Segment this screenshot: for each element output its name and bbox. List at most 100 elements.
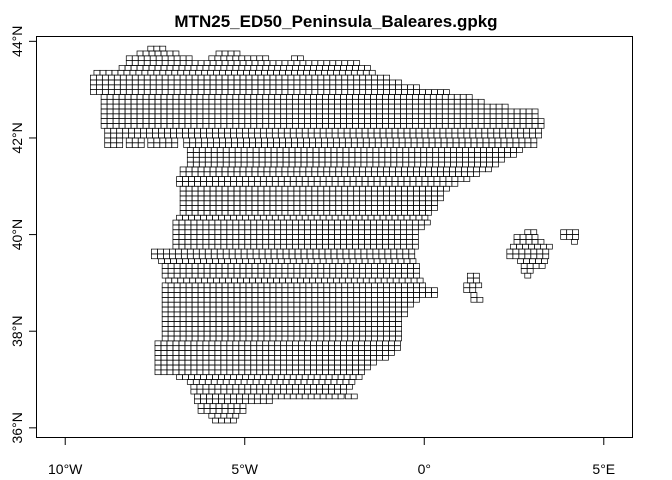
map-cell — [203, 272, 211, 279]
map-cell — [221, 79, 229, 86]
map-cell — [344, 142, 352, 148]
map-cell — [196, 359, 204, 366]
map-cell — [523, 258, 530, 264]
map-cell — [305, 330, 313, 337]
map-cell — [328, 113, 335, 119]
map-cell — [341, 171, 349, 177]
map-cell — [158, 258, 165, 264]
map-cell — [441, 98, 449, 105]
map-cell — [167, 60, 175, 66]
map-cell — [237, 69, 244, 76]
map-cell — [355, 181, 363, 187]
map-cell — [328, 243, 335, 250]
map-cell — [415, 214, 423, 221]
map-cell — [453, 103, 461, 110]
map-cell — [317, 301, 325, 308]
map-cell — [242, 176, 249, 182]
map-cell — [170, 127, 177, 134]
map-cell — [331, 374, 339, 380]
map-cell — [315, 69, 322, 76]
map-cell — [281, 195, 289, 202]
map-cell — [370, 239, 377, 245]
map-cell — [227, 263, 235, 269]
map-cell — [288, 147, 296, 153]
map-cell — [316, 108, 323, 115]
map-cell — [298, 239, 305, 245]
map-cell — [154, 108, 162, 115]
map-cell — [275, 171, 283, 177]
map-cell — [255, 277, 262, 284]
map-cell — [119, 89, 127, 95]
map-cell — [322, 229, 329, 235]
map-cell — [388, 234, 395, 240]
map-cell — [355, 258, 363, 264]
map-cell — [311, 268, 319, 274]
map-cell — [417, 219, 425, 226]
map-cell — [415, 181, 423, 187]
map-cell — [413, 89, 420, 95]
map-cell — [208, 340, 216, 347]
map-cell — [220, 219, 228, 226]
map-cell — [395, 335, 402, 342]
map-cell — [289, 374, 297, 380]
map-cell — [462, 147, 469, 153]
map-cell — [178, 229, 186, 235]
map-cell — [116, 132, 124, 139]
map-cell — [474, 152, 481, 158]
map-cell — [283, 181, 291, 187]
map-cell — [281, 205, 289, 211]
map-cell — [95, 79, 103, 86]
map-cell — [389, 84, 396, 90]
map-cell — [367, 258, 375, 264]
map-cell — [305, 205, 313, 211]
map-cell — [311, 190, 319, 197]
map-cell — [166, 355, 174, 361]
map-cell — [349, 176, 357, 182]
map-cell — [370, 345, 377, 351]
map-cell — [282, 152, 290, 158]
map-cell — [334, 364, 341, 371]
map-cell — [185, 190, 193, 197]
map-cell — [287, 263, 295, 269]
map-cell — [274, 243, 282, 250]
map-cell — [538, 263, 546, 269]
map-cell — [100, 123, 108, 129]
map-cell — [185, 263, 193, 269]
map-cell — [365, 210, 372, 216]
map-cell — [153, 142, 161, 148]
map-cell — [340, 103, 347, 110]
map-cell — [240, 147, 248, 153]
map-cell — [249, 142, 256, 148]
map-cell — [329, 321, 337, 327]
map-cell — [172, 118, 180, 124]
map-cell — [185, 79, 193, 86]
map-cell — [221, 282, 229, 289]
map-cell — [230, 127, 237, 134]
map-cell — [263, 89, 271, 95]
y-tick-label: 42°N — [9, 122, 25, 153]
map-cell — [388, 108, 395, 115]
map-cell — [361, 258, 369, 264]
map-cell — [311, 185, 319, 192]
map-cell — [178, 224, 186, 231]
map-cell — [238, 388, 246, 395]
map-cell — [268, 239, 276, 245]
map-cell — [196, 239, 204, 245]
map-cell — [364, 359, 371, 366]
map-cell — [299, 210, 307, 216]
map-cell — [192, 161, 200, 168]
map-cell — [140, 132, 147, 139]
y-tick-label: 44°N — [9, 26, 25, 57]
map-cell — [137, 142, 145, 148]
map-cell — [360, 156, 368, 163]
map-cell — [118, 103, 126, 110]
map-cell — [191, 335, 199, 342]
map-cell — [239, 316, 247, 322]
map-cell — [281, 89, 289, 95]
map-cell — [560, 234, 568, 240]
map-cell — [107, 74, 115, 81]
map-cell — [301, 393, 309, 400]
map-cell — [212, 214, 219, 221]
map-cell — [334, 243, 341, 250]
map-cell — [457, 132, 465, 139]
